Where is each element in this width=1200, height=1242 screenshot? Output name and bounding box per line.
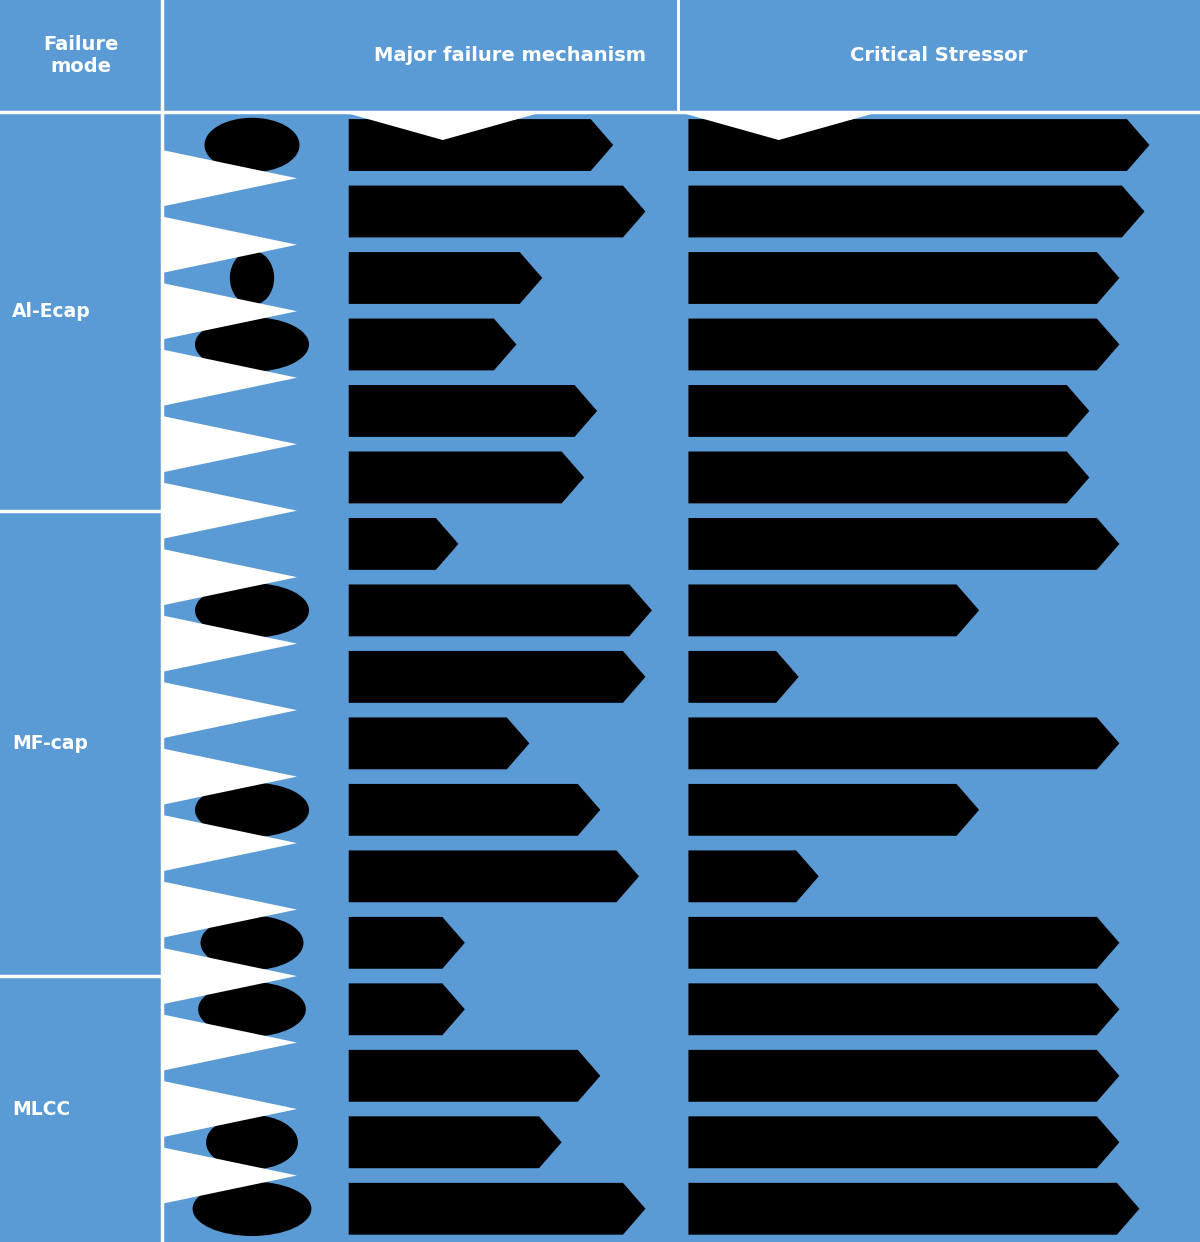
Ellipse shape xyxy=(194,317,310,371)
Polygon shape xyxy=(342,112,544,140)
Polygon shape xyxy=(162,482,298,539)
Polygon shape xyxy=(162,749,298,805)
Text: Failure
mode: Failure mode xyxy=(43,35,119,77)
Polygon shape xyxy=(689,318,1120,370)
Ellipse shape xyxy=(230,251,274,306)
Polygon shape xyxy=(349,518,458,570)
Polygon shape xyxy=(162,682,298,739)
Polygon shape xyxy=(689,252,1120,304)
Ellipse shape xyxy=(200,915,304,970)
Polygon shape xyxy=(349,784,600,836)
Polygon shape xyxy=(689,452,1090,503)
Polygon shape xyxy=(162,150,298,206)
Polygon shape xyxy=(689,1117,1120,1169)
Ellipse shape xyxy=(194,584,310,637)
Polygon shape xyxy=(349,851,640,902)
Polygon shape xyxy=(689,851,818,902)
Text: MF-cap: MF-cap xyxy=(12,734,88,753)
Polygon shape xyxy=(689,185,1145,237)
Polygon shape xyxy=(689,984,1120,1036)
Polygon shape xyxy=(689,119,1150,171)
Text: Critical Stressor: Critical Stressor xyxy=(851,46,1027,66)
Polygon shape xyxy=(349,585,652,636)
Polygon shape xyxy=(162,948,298,1005)
Polygon shape xyxy=(689,585,979,636)
Polygon shape xyxy=(689,1049,1120,1102)
Polygon shape xyxy=(162,549,298,605)
Polygon shape xyxy=(689,385,1090,437)
Polygon shape xyxy=(349,1182,646,1235)
Ellipse shape xyxy=(193,1181,312,1236)
Polygon shape xyxy=(349,718,529,769)
Polygon shape xyxy=(349,651,646,703)
Polygon shape xyxy=(689,651,799,703)
Ellipse shape xyxy=(194,782,310,837)
Polygon shape xyxy=(349,318,516,370)
Polygon shape xyxy=(349,119,613,171)
Ellipse shape xyxy=(198,982,306,1037)
Polygon shape xyxy=(689,784,979,836)
Polygon shape xyxy=(162,416,298,472)
Polygon shape xyxy=(162,216,298,273)
Polygon shape xyxy=(349,984,464,1036)
Polygon shape xyxy=(162,1148,298,1203)
Polygon shape xyxy=(349,185,646,237)
Text: MLCC: MLCC xyxy=(12,1099,71,1119)
Ellipse shape xyxy=(206,1115,298,1170)
Polygon shape xyxy=(162,349,298,406)
Polygon shape xyxy=(689,518,1120,570)
Polygon shape xyxy=(162,283,298,339)
Polygon shape xyxy=(689,917,1120,969)
Polygon shape xyxy=(162,1081,298,1138)
Polygon shape xyxy=(349,452,584,503)
Polygon shape xyxy=(689,1182,1140,1235)
Polygon shape xyxy=(349,252,542,304)
Text: Al-Ecap: Al-Ecap xyxy=(12,302,91,320)
Text: Major failure mechanism: Major failure mechanism xyxy=(374,46,646,66)
Polygon shape xyxy=(162,815,298,872)
Polygon shape xyxy=(349,917,464,969)
Polygon shape xyxy=(162,1015,298,1071)
Ellipse shape xyxy=(204,118,300,173)
Polygon shape xyxy=(349,1049,600,1102)
Polygon shape xyxy=(349,1117,562,1169)
Polygon shape xyxy=(349,385,598,437)
Polygon shape xyxy=(689,718,1120,769)
Polygon shape xyxy=(678,112,880,140)
Polygon shape xyxy=(162,882,298,938)
Polygon shape xyxy=(162,615,298,672)
